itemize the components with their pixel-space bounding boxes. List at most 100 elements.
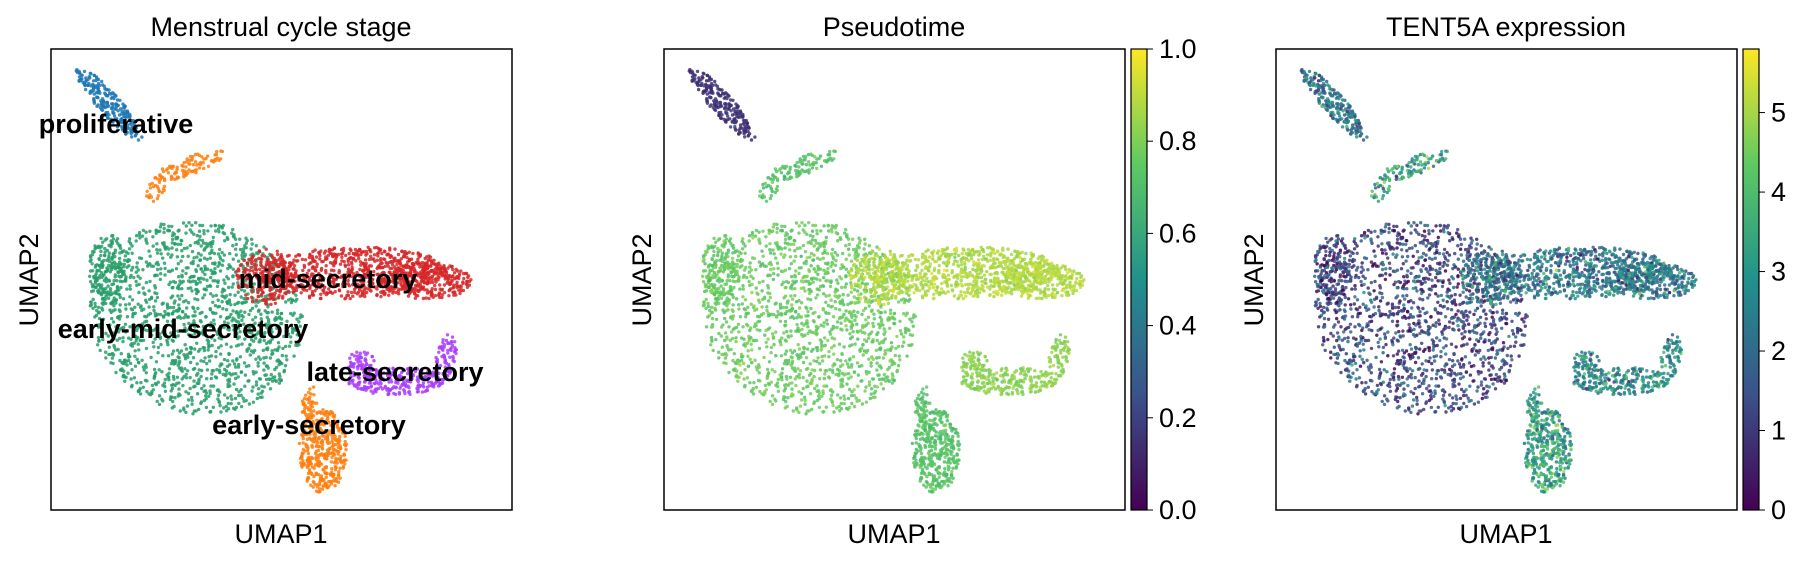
data-point: [334, 456, 338, 461]
data-point: [335, 425, 339, 429]
data-point: [176, 334, 180, 338]
data-point: [202, 256, 207, 260]
data-point: [857, 241, 862, 245]
data-point: [297, 285, 301, 289]
data-point: [716, 91, 720, 95]
data-point: [241, 250, 246, 254]
data-point: [344, 447, 348, 452]
data-point: [819, 229, 823, 233]
data-point: [199, 244, 203, 248]
data-point: [180, 249, 184, 253]
data-point: [270, 352, 274, 356]
data-point: [349, 364, 353, 368]
data-point: [338, 466, 342, 470]
data-point: [184, 390, 188, 394]
data-point: [226, 407, 231, 411]
data-point: [888, 308, 893, 312]
data-point: [113, 93, 117, 98]
data-point: [743, 251, 747, 255]
data-point: [186, 391, 191, 396]
data-point: [260, 288, 264, 292]
data-point: [262, 368, 266, 372]
data-point: [182, 161, 186, 165]
data-point: [889, 341, 894, 345]
data-point: [386, 368, 390, 373]
data-point: [244, 241, 249, 245]
data-point: [720, 345, 724, 349]
data-point: [75, 68, 79, 72]
data-point: [191, 275, 195, 279]
data-point: [817, 241, 821, 246]
data-point: [248, 278, 252, 282]
data-point: [391, 386, 395, 390]
data-point: [318, 285, 322, 290]
data-point: [330, 434, 334, 438]
data-point: [101, 317, 106, 321]
data-point: [110, 102, 114, 106]
data-point: [728, 338, 732, 342]
data-point: [816, 272, 820, 277]
data-point: [897, 300, 901, 304]
data-point: [835, 357, 840, 362]
data-point: [189, 350, 193, 354]
data-point: [96, 343, 100, 347]
data-point: [793, 249, 797, 253]
data-point: [213, 262, 217, 266]
data-point: [99, 271, 104, 275]
data-point: [386, 252, 390, 256]
data-point: [188, 375, 192, 380]
data-point: [396, 252, 401, 257]
data-point: [331, 414, 335, 418]
data-point: [151, 328, 155, 333]
data-point: [437, 350, 441, 354]
data-point: [697, 76, 701, 80]
data-point: [117, 330, 121, 334]
data-point: [804, 275, 808, 279]
data-point: [219, 149, 223, 153]
data-point: [315, 262, 319, 266]
data-point: [259, 260, 263, 265]
data-point: [183, 367, 187, 371]
data-point: [183, 343, 187, 347]
data-point: [308, 253, 312, 257]
data-point: [194, 409, 198, 413]
data-point: [827, 311, 831, 315]
data-point: [341, 427, 345, 432]
data-point: [254, 304, 258, 308]
data-point: [355, 270, 359, 275]
data-point: [800, 158, 805, 163]
data-point: [867, 380, 872, 384]
data-point: [105, 290, 110, 294]
data-point: [221, 223, 225, 228]
panel-pseudotime: Pseudotime UMAP1 UMAP2 0.00.20.40.60.81.…: [627, 12, 1197, 549]
data-point: [387, 279, 391, 283]
data-point: [757, 300, 762, 304]
data-point: [705, 101, 710, 105]
data-point: [177, 392, 181, 396]
data-point: [837, 342, 842, 346]
data-point: [128, 325, 132, 329]
data-point: [137, 361, 141, 365]
data-point: [429, 259, 434, 263]
data-point: [106, 267, 110, 271]
data-point: [147, 305, 151, 309]
data-point: [197, 368, 201, 372]
data-point: [96, 276, 100, 280]
data-point: [180, 287, 184, 291]
data-point: [278, 282, 282, 286]
data-point: [407, 291, 412, 296]
data-point: [190, 230, 194, 234]
data-point: [178, 297, 182, 301]
data-point: [204, 288, 208, 292]
data-point: [336, 472, 341, 477]
data-point: [278, 360, 282, 364]
data-point: [155, 251, 160, 255]
data-point: [834, 307, 838, 311]
data-point: [363, 275, 367, 280]
data-point: [420, 369, 424, 373]
data-point: [209, 384, 213, 388]
data-point: [886, 367, 890, 372]
data-point: [321, 430, 325, 434]
data-point: [840, 263, 844, 267]
data-point: [301, 409, 306, 414]
